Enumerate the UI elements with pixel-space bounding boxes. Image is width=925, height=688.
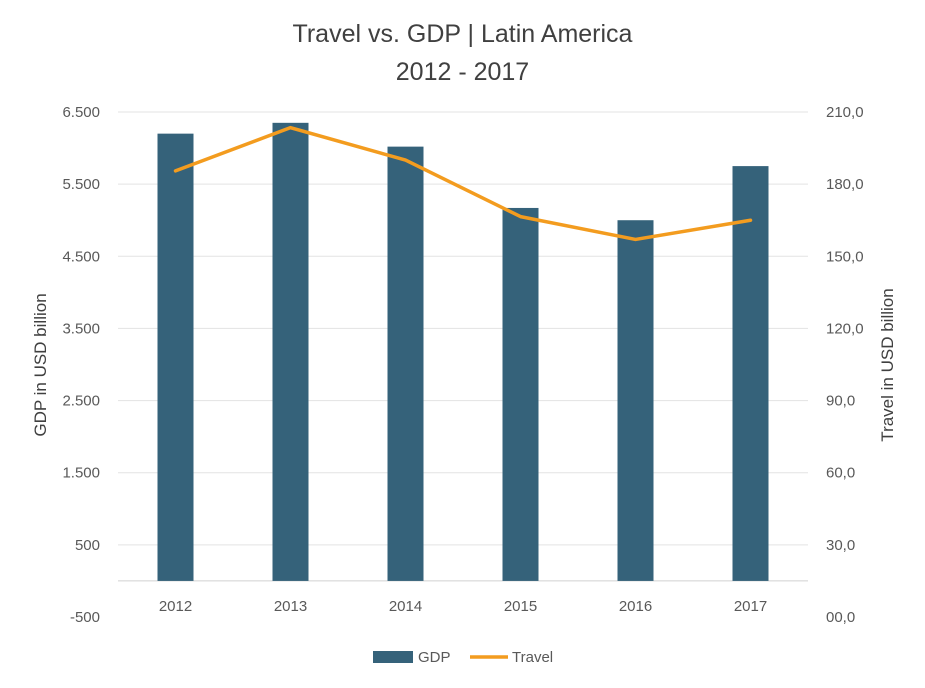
travel-line (173, 125, 753, 242)
chart-title: Travel vs. GDP | Latin America (292, 20, 633, 48)
x-tick-label: 2016 (619, 598, 652, 615)
chart-subtitle: 2012 - 2017 (395, 58, 530, 86)
gdp-bar (272, 122, 309, 581)
legend-label-gdp: GDP (418, 649, 451, 666)
y-axis-title-right: Travel in USD billion (878, 288, 897, 441)
x-tick-label: 2015 (504, 598, 537, 615)
y-tick-label-left: 4.500 (62, 248, 100, 265)
gdp-bar (617, 220, 654, 581)
y-tick-label-right: 150,0 (826, 248, 864, 265)
y-tick-label-left: 6.500 (62, 104, 100, 121)
y-tick-label-right: 90,0 (826, 393, 855, 410)
x-tick-label: 2014 (389, 598, 422, 615)
y-tick-label-left: 5.500 (62, 176, 100, 193)
y-tick-label-right: 180,0 (826, 176, 864, 193)
y-tick-label-right: 120,0 (826, 320, 864, 337)
y-tick-label-left: -500 (70, 609, 100, 626)
y-tick-label-right: 00,0 (826, 609, 855, 626)
gdp-bar (502, 207, 539, 581)
y-axis-title-left: GDP in USD billion (31, 293, 50, 436)
y-tick-label-left: 2.500 (62, 393, 100, 410)
x-tick-label: 2013 (274, 598, 307, 615)
x-tick-label: 2012 (159, 598, 192, 615)
gdp-bar (387, 146, 424, 581)
y-tick-label-left: 3.500 (62, 320, 100, 337)
gdp-bar (732, 166, 769, 581)
y-tick-label-right: 60,0 (826, 465, 855, 482)
y-tick-label-right: 210,0 (826, 104, 864, 121)
y-tick-label-left: 500 (75, 537, 100, 554)
legend-swatch-gdp (373, 651, 413, 663)
gdp-bar (157, 133, 194, 581)
x-tick-label: 2017 (734, 598, 767, 615)
legend-label-travel: Travel (512, 649, 553, 666)
y-tick-label-right: 30,0 (826, 537, 855, 554)
y-tick-label-left: 1.500 (62, 465, 100, 482)
